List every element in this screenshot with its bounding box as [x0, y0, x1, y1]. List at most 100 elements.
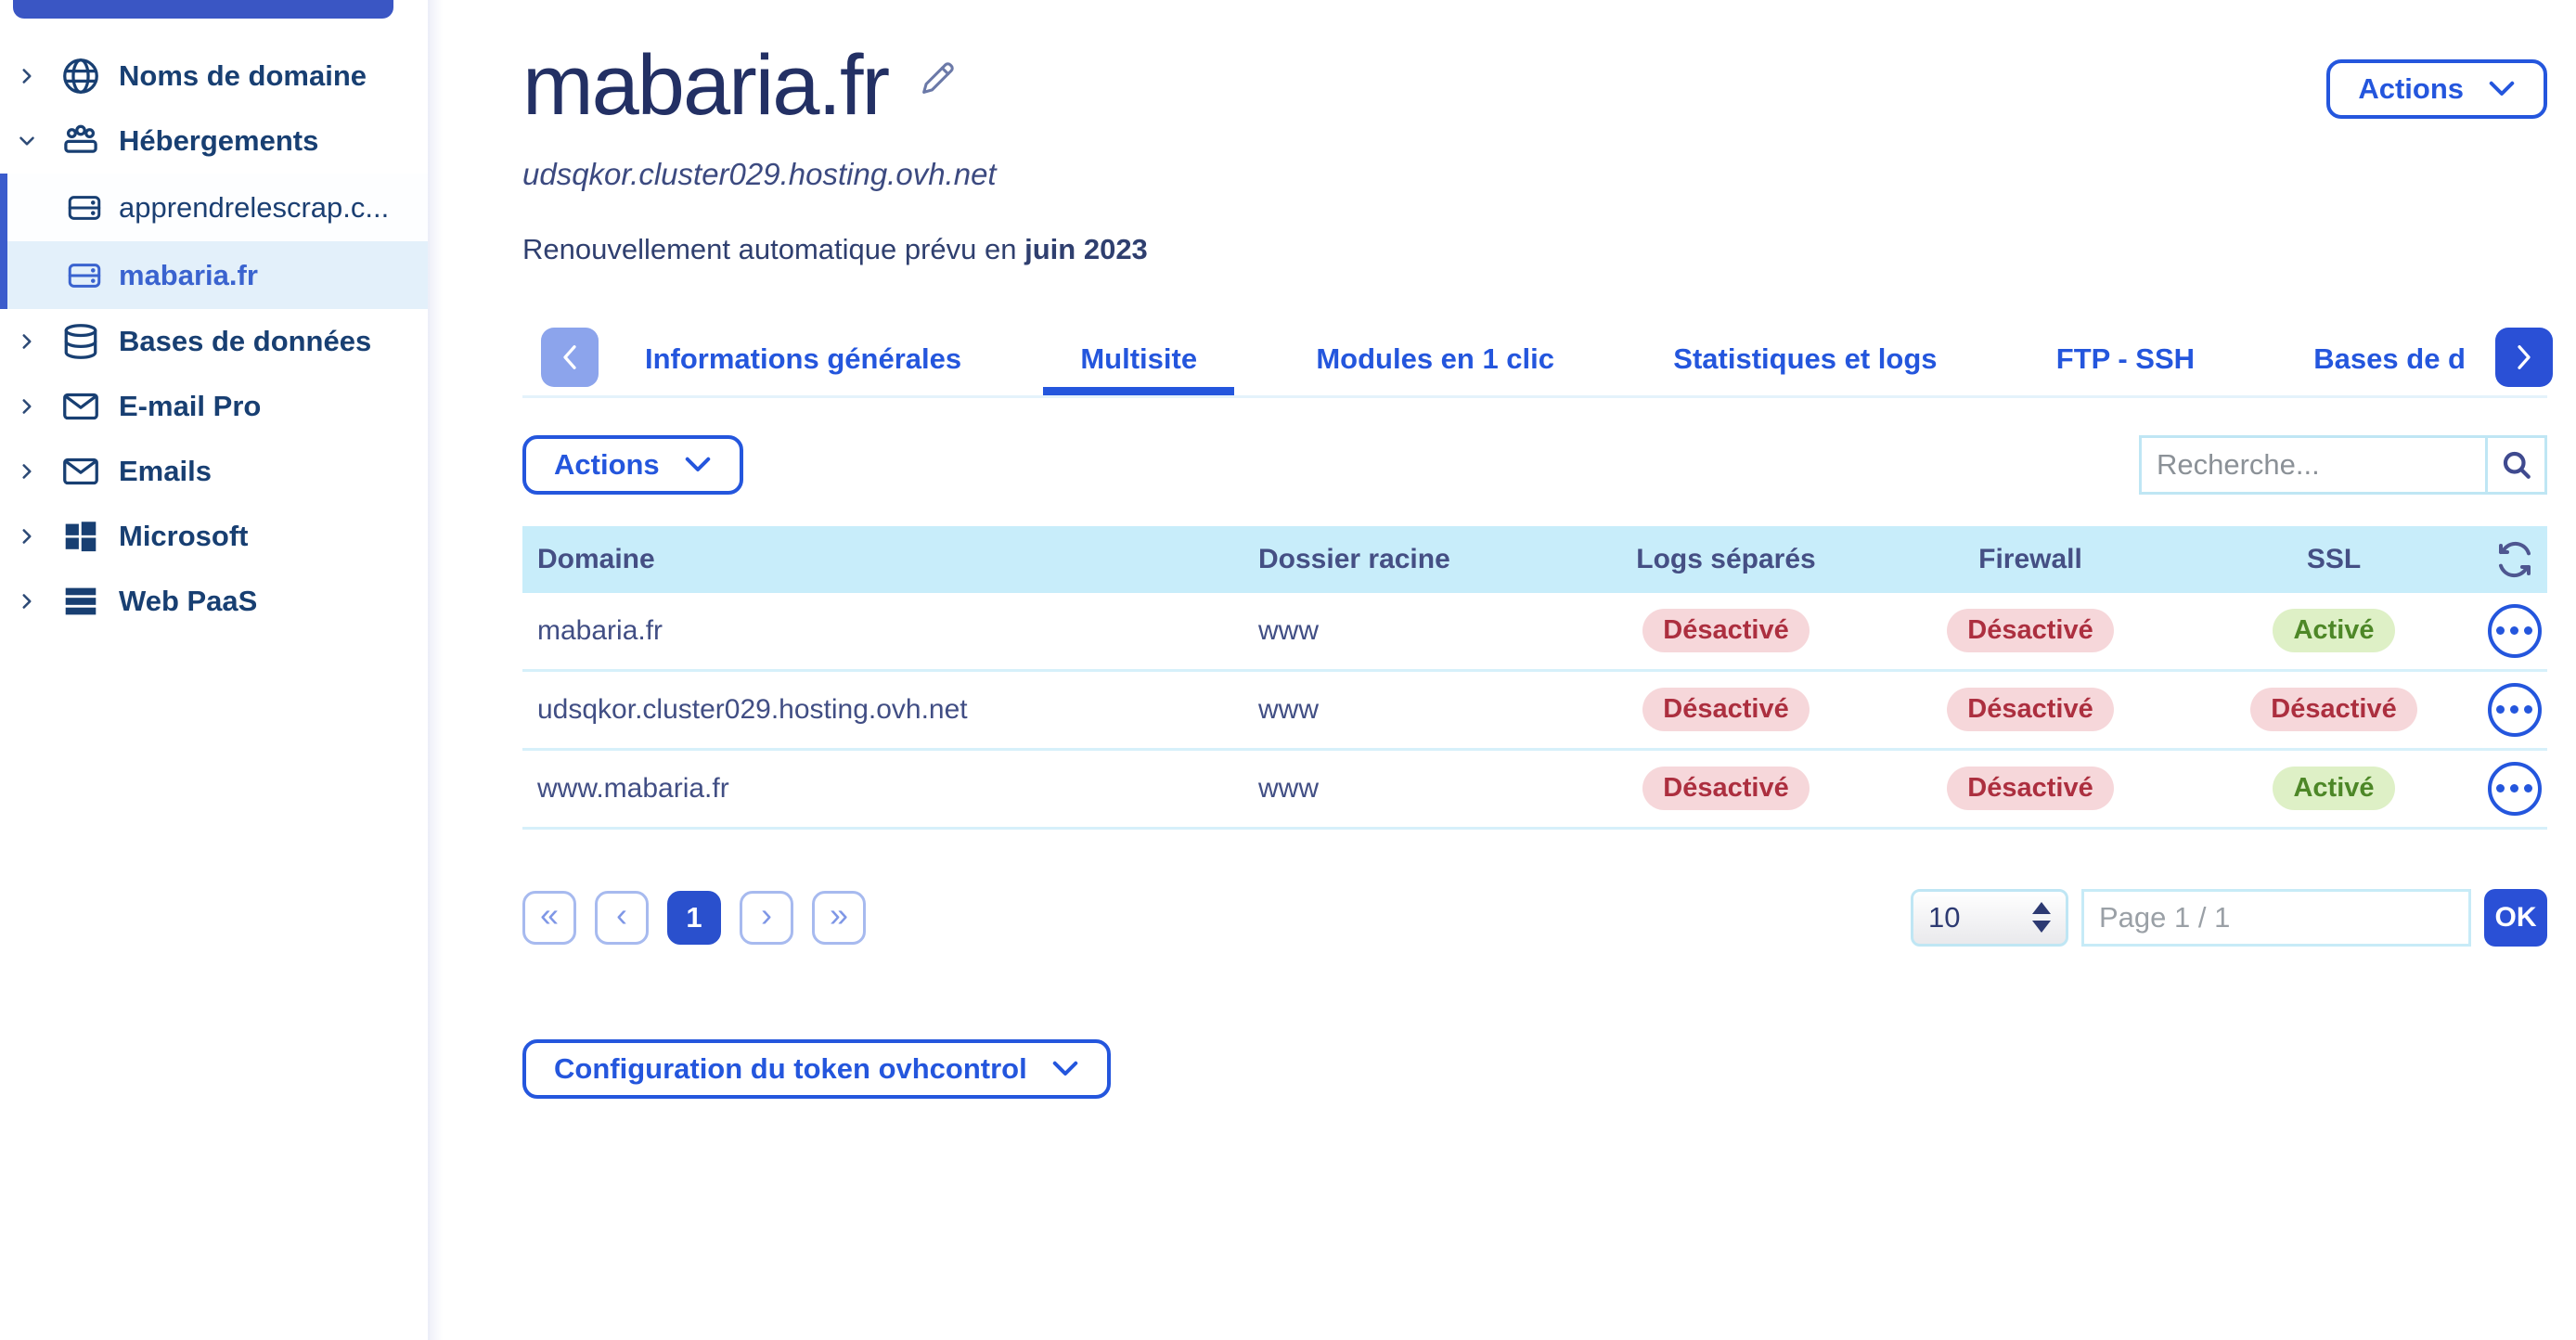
server-icon	[65, 256, 104, 295]
refresh-icon	[2498, 541, 2531, 577]
sidebar: Noms de domaine Hébergements apprendrele…	[0, 0, 443, 1340]
page-size-select[interactable]: 10	[1911, 888, 2068, 947]
actions-label: Actions	[554, 447, 660, 481]
server-icon	[65, 188, 104, 227]
chevron-down-icon	[2489, 81, 2515, 96]
chevron-left-icon	[563, 344, 576, 369]
chevron-down-icon	[15, 129, 52, 153]
sidebar-item-emails[interactable]: Emails	[0, 439, 428, 504]
tab-multisite[interactable]: Multisite	[1043, 324, 1234, 395]
cell-domain: www.mabaria.fr	[537, 772, 729, 804]
status-badge-logs: Désactivé	[1642, 688, 1810, 732]
column-header-domaine: Domaine	[537, 543, 655, 574]
sidebar-item-label: Emails	[119, 455, 212, 487]
ok-button[interactable]: OK	[2484, 888, 2547, 947]
token-config-label: Configuration du token ovhcontrol	[554, 1051, 1027, 1085]
status-badge-firewall: Désactivé	[1947, 767, 2114, 811]
chevron-right-icon	[15, 329, 52, 354]
search-button[interactable]	[2485, 437, 2544, 492]
column-header-logs-separes: Logs séparés	[1636, 543, 1816, 574]
sidebar-item-bases-de-donnees[interactable]: Bases de données	[0, 309, 428, 374]
hebergements-submenu: apprendrelescrap.c... mabaria.fr	[0, 174, 428, 309]
globe-icon	[59, 55, 102, 97]
sidebar-subitem-label: apprendrelescrap.c...	[119, 190, 390, 224]
table-row: mabaria.fr www Désactivé Désactivé Activ…	[522, 592, 2547, 672]
windows-icon	[59, 515, 102, 558]
actions-dropdown-table[interactable]: Actions	[522, 434, 743, 495]
sidebar-item-web-paas[interactable]: Web PaaS	[0, 569, 428, 634]
tabs: Informations générales Multisite Modules…	[641, 324, 2469, 395]
chevron-right-icon	[15, 64, 52, 88]
chevron-right-icon	[15, 394, 52, 419]
column-header-ssl: SSL	[2306, 543, 2362, 574]
title-row: mabaria.fr	[522, 41, 2547, 131]
sidebar-item-label: Noms de domaine	[119, 59, 367, 92]
current-page-button[interactable]: 1	[667, 890, 721, 945]
sidebar-item-noms-de-domaine[interactable]: Noms de domaine	[0, 44, 428, 109]
cell-domain: udsqkor.cluster029.hosting.ovh.net	[537, 693, 968, 725]
actions-label: Actions	[2358, 72, 2464, 105]
cell-root-folder: www	[1258, 614, 1319, 646]
envelope-icon	[59, 385, 102, 428]
envelope-icon	[59, 450, 102, 493]
edit-title-pencil-icon[interactable]	[916, 58, 959, 100]
stack-icon	[59, 580, 102, 623]
sidebar-subitem-mabaria[interactable]: mabaria.fr	[0, 241, 428, 309]
group-icon	[59, 120, 102, 162]
database-icon	[59, 320, 102, 363]
main-content: mabaria.fr Actions udsqkor.cluster029.ho…	[431, 0, 2576, 1340]
sidebar-item-label: Microsoft	[119, 520, 249, 552]
search-input[interactable]	[2142, 437, 2485, 492]
table-toolbar: Actions	[522, 434, 2547, 495]
status-badge-ssl: Activé	[2273, 609, 2395, 653]
ovhcontrol-token-config-button[interactable]: Configuration du token ovhcontrol	[522, 1038, 1111, 1099]
tab-bases-de-donnees[interactable]: Bases de d	[2313, 342, 2466, 376]
cell-root-folder: www	[1258, 772, 1319, 804]
search-box	[2139, 434, 2547, 495]
renewal-prefix: Renouvellement automatique prévu en	[522, 232, 1025, 265]
refresh-table-button[interactable]	[2481, 541, 2547, 578]
first-page-button[interactable]: «	[522, 890, 576, 945]
sidebar-nav: Noms de domaine Hébergements apprendrele…	[0, 44, 428, 634]
page-size-value: 10	[1928, 900, 1961, 934]
tab-informations-generales[interactable]: Informations générales	[645, 342, 962, 376]
cell-domain: mabaria.fr	[537, 614, 663, 646]
status-badge-ssl: Activé	[2273, 767, 2395, 811]
tabs-scroll-right-button[interactable]	[2495, 327, 2553, 387]
sidebar-item-label: Bases de données	[119, 325, 372, 357]
column-header-firewall: Firewall	[1978, 543, 2082, 574]
cluster-subtitle: udsqkor.cluster029.hosting.ovh.net	[522, 156, 997, 191]
pager-buttons: « ‹ 1 › »	[522, 890, 866, 945]
sidebar-subitem-label: mabaria.fr	[119, 258, 258, 291]
row-actions-ellipsis-button[interactable]	[2487, 761, 2542, 816]
sidebar-item-microsoft[interactable]: Microsoft	[0, 504, 428, 569]
cell-root-folder: www	[1258, 693, 1319, 725]
multisite-table: Domaine Dossier racine Logs séparés Fire…	[522, 525, 2547, 830]
next-page-button[interactable]: ›	[740, 890, 793, 945]
page-title: mabaria.fr	[522, 38, 890, 133]
row-actions-ellipsis-button[interactable]	[2487, 603, 2542, 658]
sidebar-item-email-pro[interactable]: E-mail Pro	[0, 374, 428, 439]
tab-ftp-ssh[interactable]: FTP - SSH	[2055, 342, 2196, 376]
page-number-input[interactable]	[2081, 888, 2471, 947]
sidebar-item-hebergements[interactable]: Hébergements	[0, 109, 428, 174]
sidebar-subitem-apprendrelescrap[interactable]: apprendrelescrap.c...	[0, 174, 428, 241]
chevron-right-icon	[15, 459, 52, 483]
actions-dropdown-top[interactable]: Actions	[2326, 59, 2547, 119]
chevron-right-icon	[15, 524, 52, 548]
previous-page-button[interactable]: ‹	[595, 890, 649, 945]
pagination-row: « ‹ 1 › » 10 OK	[522, 888, 2547, 947]
row-actions-ellipsis-button[interactable]	[2487, 682, 2542, 737]
spinner-arrows-icon	[2032, 902, 2051, 934]
sidebar-top-button[interactable]	[13, 0, 393, 19]
tabs-scroll-left-button[interactable]	[541, 327, 599, 387]
table-row: www.mabaria.fr www Désactivé Désactivé A…	[522, 750, 2547, 830]
status-badge-firewall: Désactivé	[1947, 609, 2114, 653]
tab-modules-en-1-clic[interactable]: Modules en 1 clic	[1316, 342, 1555, 376]
status-badge-logs: Désactivé	[1642, 767, 1810, 811]
chevron-right-icon	[2518, 344, 2531, 369]
last-page-button[interactable]: »	[812, 890, 866, 945]
chevron-down-icon	[685, 457, 710, 471]
tab-statistiques-et-logs[interactable]: Statistiques et logs	[1673, 342, 1938, 376]
